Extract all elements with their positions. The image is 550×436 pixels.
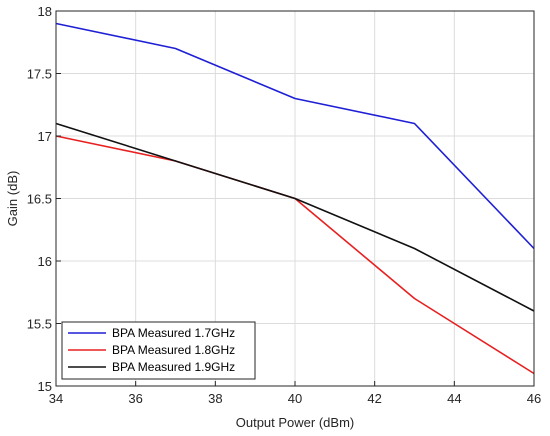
legend: BPA Measured 1.7GHz BPA Measured 1.8GHz BP… [61, 321, 256, 380]
series-line-1 [55, 22, 535, 250]
series-layer [55, 22, 535, 375]
x-tick-label: 36 [128, 391, 142, 406]
x-tick-label: 46 [527, 391, 541, 406]
y-tick-label: 15 [38, 379, 52, 394]
x-tick-label: 38 [208, 391, 222, 406]
x-tick-label: 34 [49, 391, 63, 406]
x-tick-label: 40 [288, 391, 302, 406]
y-tick-label: 17.5 [27, 67, 52, 82]
y-tick-label: 15.5 [27, 317, 52, 332]
series-line-3 [55, 122, 535, 312]
legend-label: BPA Measured 1.7GHz [112, 326, 235, 340]
y-tick-label: 16.5 [27, 192, 52, 207]
x-tick-label: 44 [447, 391, 461, 406]
y-tick-label: 18 [38, 4, 52, 19]
legend-label: BPA Measured 1.9GHz [112, 360, 235, 374]
x-tick-label: 42 [367, 391, 381, 406]
ticks: 34 36 38 40 42 44 46 15 15.5 16 16.5 17 17.5 18 [27, 4, 542, 406]
y-tick-label: 16 [38, 254, 52, 269]
y-axis-label: Gain (dB) [5, 171, 20, 227]
legend-label: BPA Measured 1.8GHz [112, 343, 235, 357]
y-tick-label: 17 [38, 129, 52, 144]
x-axis-label: Output Power (dBm) [236, 415, 355, 430]
